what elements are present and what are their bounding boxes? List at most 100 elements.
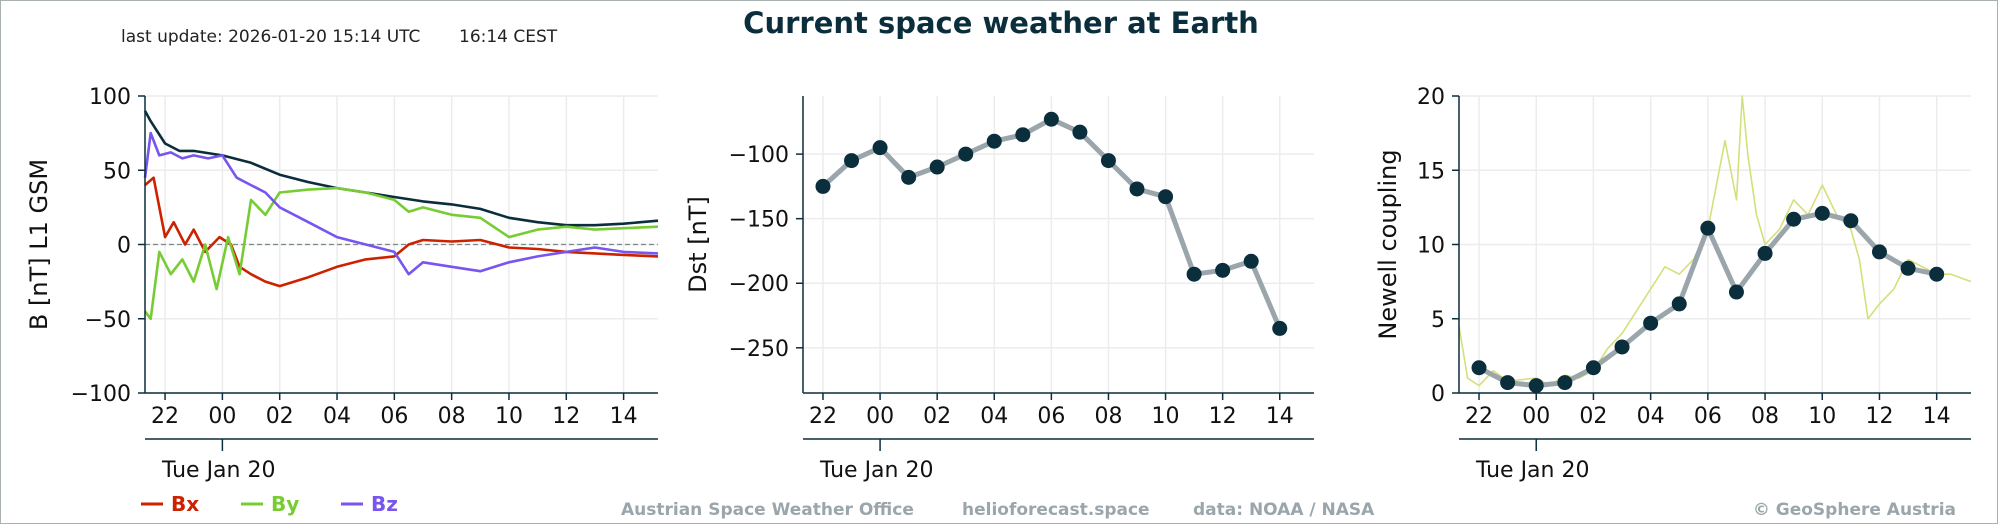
data-point-dst (1129, 181, 1145, 197)
y-tick-label: −100 (71, 382, 131, 407)
x-tick-label: 06 (1037, 404, 1065, 429)
x-tick-label: 06 (1694, 404, 1722, 429)
y-tick-label: 0 (1431, 382, 1445, 407)
data-point-dst (844, 153, 860, 169)
data-point-dst (872, 140, 888, 156)
x-tick-label: 04 (1637, 404, 1665, 429)
y-tick-label: 15 (1417, 159, 1445, 184)
data-point-dst (1243, 253, 1259, 269)
date-label: Tue Jan 20 (819, 458, 933, 483)
data-point-dst (1015, 127, 1031, 143)
data-point-dst (1186, 266, 1202, 282)
x-tick-label: 10 (1152, 404, 1180, 429)
x-tick-label: 04 (323, 404, 351, 429)
x-tick-label: 12 (1865, 404, 1893, 429)
data-point-dst (815, 178, 831, 194)
legend-label-by: By (271, 492, 299, 516)
y-tick-label: 50 (103, 159, 131, 184)
y-axis-label: Dst [nT] (684, 196, 712, 293)
chart-newell: 0 5 10 15 20 22 00 02 04 06 08 10 12 14 Tue Jan 20 Newe… (1374, 85, 1972, 483)
date-label: Tue Jan 20 (161, 458, 275, 483)
data-point-newell_hourly (1671, 296, 1687, 312)
x-tick-label: 08 (438, 404, 466, 429)
data-point-dst (1043, 111, 1059, 127)
x-tick-label: 14 (1923, 404, 1951, 429)
x-tick-label: 04 (980, 404, 1008, 429)
x-tick-label: 14 (610, 404, 638, 429)
footer-office: Austrian Space Weather Office (621, 500, 914, 520)
data-point-newell_hourly (1643, 315, 1659, 331)
data-point-newell_hourly (1700, 220, 1716, 236)
y-tick-label: 0 (117, 234, 131, 259)
local-time-text: 16:14 CEST (459, 27, 558, 47)
data-point-newell_hourly (1557, 375, 1573, 391)
x-tick-label: 00 (866, 404, 894, 429)
last-update-text: last update: 2026-01-20 15:14 UTC (121, 27, 420, 47)
data-point-newell_hourly (1757, 245, 1773, 261)
data-point-dst (1272, 320, 1288, 336)
page-title: Current space weather at Earth (743, 6, 1259, 40)
legend-label-bz: Bz (371, 492, 398, 516)
y-tick-label: 10 (1417, 234, 1445, 259)
y-tick-label: −100 (729, 143, 789, 168)
data-point-newell_hourly (1585, 360, 1601, 376)
data-point-dst (901, 169, 917, 185)
data-point-newell_hourly (1871, 244, 1887, 260)
series-newell_raw (1458, 95, 1972, 387)
data-point-dst (1072, 124, 1088, 140)
y-tick-label: −50 (85, 308, 131, 333)
data-point-newell_hourly (1786, 211, 1802, 227)
x-tick-label: 12 (1209, 404, 1237, 429)
y-axis-label: Newell coupling (1374, 149, 1402, 339)
data-point-dst (1100, 153, 1116, 169)
y-tick-label: 5 (1431, 308, 1445, 333)
x-tick-label: 06 (380, 404, 408, 429)
x-tick-label: 22 (151, 404, 179, 429)
data-point-dst (1158, 189, 1174, 205)
x-tick-label: 00 (1522, 404, 1550, 429)
y-tick-label: 20 (1417, 85, 1445, 110)
data-point-newell_hourly (1500, 375, 1516, 391)
x-tick-label: 02 (1579, 404, 1607, 429)
data-point-dst (1215, 262, 1231, 278)
date-label: Tue Jan 20 (1475, 458, 1589, 483)
data-point-dst (958, 146, 974, 162)
legend-label-bx: Bx (171, 492, 199, 516)
series-bx (144, 176, 659, 288)
data-point-newell_hourly (1900, 260, 1916, 276)
data-point-dst (929, 159, 945, 175)
series-by (143, 186, 659, 321)
footer-source: data: NOAA / NASA (1193, 500, 1375, 520)
data-point-newell_hourly (1814, 205, 1830, 221)
data-point-newell_hourly (1471, 360, 1487, 376)
x-tick-label: 14 (1266, 404, 1294, 429)
x-tick-label: 02 (266, 404, 294, 429)
x-tick-label: 22 (1465, 404, 1493, 429)
x-tick-label: 10 (1808, 404, 1836, 429)
data-point-newell_hourly (1929, 266, 1945, 282)
x-tick-label: 22 (809, 404, 837, 429)
chart-mag: −100 −50 0 50 100 22 00 02 04 06 08 10 12 14 Tue Jan 2… (25, 85, 659, 516)
data-point-newell_hourly (1843, 213, 1859, 229)
series-bz (143, 131, 659, 276)
y-axis-label: B [nT] L1 GSM (25, 159, 53, 330)
footer-copyright: © GeoSphere Austria (1753, 500, 1956, 520)
data-point-dst (986, 133, 1002, 149)
x-tick-label: 08 (1094, 404, 1122, 429)
data-point-newell_hourly (1728, 284, 1744, 300)
x-tick-label: 12 (552, 404, 580, 429)
x-tick-label: 02 (923, 404, 951, 429)
chart-dst: −250 −200 −150 −100 22 00 02 04 06 08 10 12 14 Tue Ja… (684, 96, 1314, 483)
data-point-newell_hourly (1528, 378, 1544, 394)
y-tick-label: −150 (729, 208, 789, 233)
x-tick-label: 08 (1751, 404, 1779, 429)
x-tick-label: 00 (208, 404, 236, 429)
y-tick-label: −200 (729, 272, 789, 297)
y-tick-label: 100 (89, 85, 131, 110)
data-point-newell_hourly (1614, 339, 1630, 355)
footer-site: helioforecast.space (962, 500, 1150, 520)
y-tick-label: −250 (729, 337, 789, 362)
